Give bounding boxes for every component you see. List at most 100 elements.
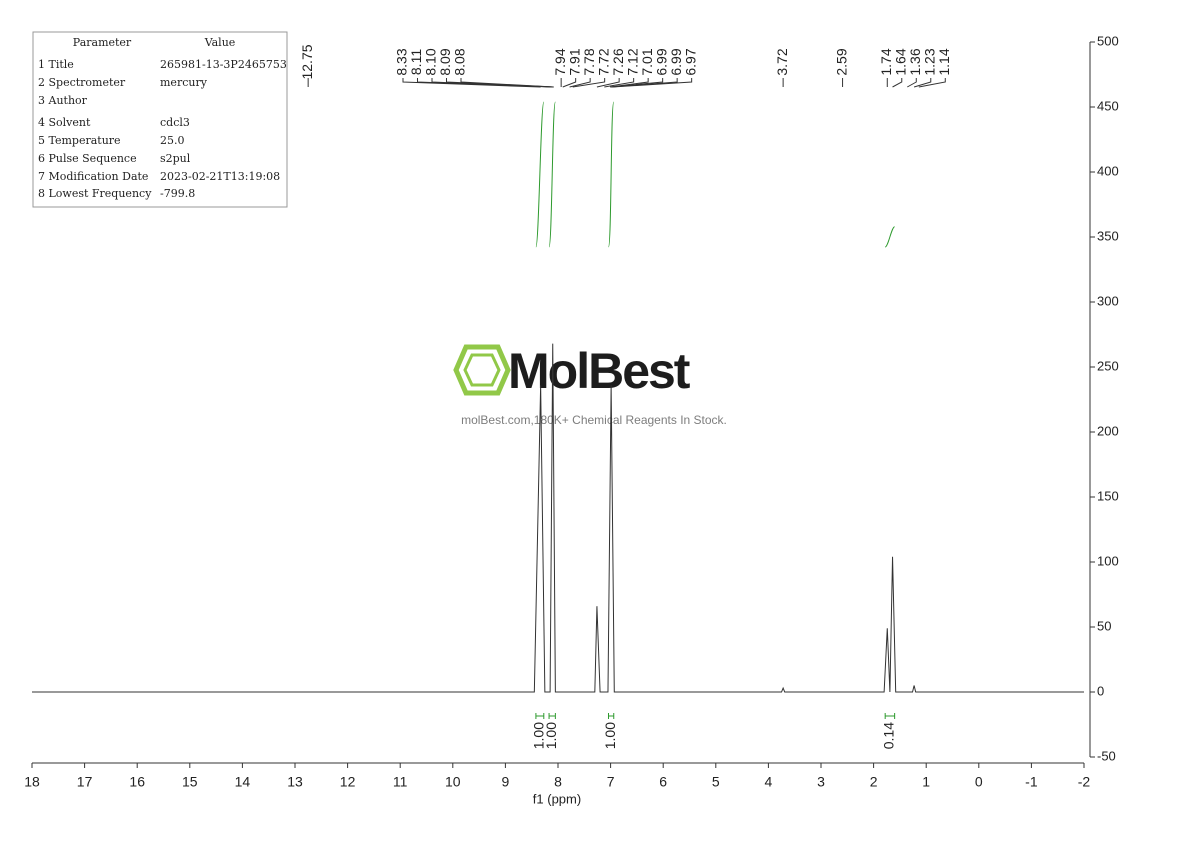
x-tick-label: 7 [607, 774, 615, 790]
y-tick-label: 0 [1097, 683, 1104, 698]
y-tick-label: 500 [1097, 33, 1119, 48]
table-cell: 5 Temperature [38, 134, 121, 147]
watermark: MolBest molBest.com,180K+ Chemical Reage… [453, 343, 727, 427]
table-cell: -799.8 [160, 187, 195, 200]
peak-label: 1.74 [878, 48, 894, 75]
peak-leader [612, 78, 693, 88]
integral-curve [884, 226, 896, 248]
x-tick-label: 11 [393, 774, 408, 790]
table-border [32, 31, 288, 208]
table-cell: 265981-13-3P2465753 [160, 58, 287, 71]
x-axis-label: f1 (ppm) [533, 791, 581, 806]
peak-label: 2.59 [833, 48, 849, 75]
x-tick-label: -2 [1078, 774, 1091, 790]
table-cell: 2 Spectrometer [38, 76, 126, 89]
x-tick-label: 12 [340, 774, 356, 790]
peak-leader [892, 78, 903, 88]
peak-label: 6.99 [653, 48, 669, 75]
peak-label: 3.72 [774, 48, 790, 75]
table-header: Value [204, 36, 236, 49]
peak-leader [604, 78, 635, 88]
peak-label: 6.99 [668, 48, 684, 75]
peak-leader [460, 78, 554, 88]
x-tick-label: -1 [1025, 774, 1038, 790]
table-cell: 7 Modification Date [38, 170, 148, 183]
x-tick-label: 17 [77, 774, 93, 790]
table-header: Parameter [73, 36, 132, 49]
table-cell: s2pul [160, 152, 191, 165]
peak-label: 1.23 [921, 48, 937, 75]
y-tick-label: -50 [1097, 748, 1116, 763]
integral-bracket [884, 713, 896, 719]
peak-label: 7.12 [624, 48, 640, 75]
peak-leader [569, 78, 591, 88]
peak-label: 7.26 [610, 48, 626, 75]
y-tick-label: 300 [1097, 293, 1119, 308]
watermark-tagline: molBest.com,180K+ Chemical Reagents In S… [461, 413, 727, 427]
x-tick-label: 3 [817, 774, 825, 790]
x-tick-label: 16 [129, 774, 145, 790]
x-tick-label: 13 [287, 774, 303, 790]
y-tick-label: 100 [1097, 553, 1119, 568]
table-cell: 1 Title [38, 58, 74, 71]
integral-label: 0.14 [881, 722, 897, 749]
x-tick-label: 0 [975, 774, 983, 790]
watermark-brand: MolBest [508, 343, 691, 399]
y-tick-label: 50 [1097, 618, 1111, 633]
peak-leader [572, 78, 606, 88]
watermark-logo [463, 353, 501, 387]
peak-label: 7.94 [552, 48, 568, 75]
integral-bracket [607, 713, 615, 719]
x-tick-label: 4 [765, 774, 773, 790]
x-tick-label: 18 [24, 774, 40, 790]
table-cell: mercury [160, 76, 208, 89]
x-tick-label: 10 [445, 774, 461, 790]
peak-leader [610, 78, 649, 88]
peak-leader [562, 78, 577, 88]
peak-label: 12.75 [299, 44, 315, 79]
x-tick-label: 5 [712, 774, 720, 790]
peak-leader [918, 78, 946, 88]
integral-curve [608, 101, 615, 248]
table-cell: 6 Pulse Sequence [38, 152, 137, 165]
peak-label: 7.01 [639, 48, 655, 75]
y-tick-label: 200 [1097, 423, 1119, 438]
y-tick-label: 400 [1097, 163, 1119, 178]
x-tick-label: 6 [659, 774, 667, 790]
y-tick-label: 350 [1097, 228, 1119, 243]
peak-label: 7.91 [566, 48, 582, 75]
spectrum [32, 343, 1084, 693]
peak-label: 7.72 [595, 48, 611, 75]
y-tick-label: 150 [1097, 488, 1119, 503]
table-cell: 8 Lowest Frequency [38, 187, 152, 200]
peak-label: 8.33 [394, 48, 410, 75]
peak-label: 1.14 [936, 48, 952, 75]
integral-bracket [535, 713, 545, 719]
peak-leader [596, 78, 620, 88]
integral-label: 1.00 [543, 722, 559, 749]
peak-label: 6.97 [682, 48, 698, 75]
integral-label: 1.00 [531, 722, 547, 749]
table-cell: 3 Author [38, 94, 88, 107]
integral-label: 1.00 [602, 722, 618, 749]
parameter-table: Parameter Value 1 Title 265981-13-3P2465753… [32, 31, 288, 208]
integral-bracket [548, 713, 556, 719]
peak-label: 1.64 [892, 48, 908, 75]
y-tick-label: 450 [1097, 98, 1119, 113]
table-cell: 2023-02-21T13:19:08 [160, 170, 280, 183]
table-cell: cdcl3 [160, 116, 190, 129]
peak-label: 8.08 [452, 48, 468, 75]
x-tick-label: 2 [870, 774, 878, 790]
peak-label: 8.10 [423, 48, 439, 75]
x-tick-label: 8 [554, 774, 562, 790]
peak-leader [907, 78, 917, 88]
peak-label: 1.36 [907, 48, 923, 75]
peak-label: 8.09 [437, 48, 453, 75]
table-cell: 4 Solvent [38, 116, 91, 129]
y-tick-label: 250 [1097, 358, 1119, 373]
x-tick-label: 15 [182, 774, 198, 790]
x-tick-label: 9 [502, 774, 510, 790]
table-cell: 25.0 [160, 134, 185, 147]
peak-leader [913, 78, 932, 88]
